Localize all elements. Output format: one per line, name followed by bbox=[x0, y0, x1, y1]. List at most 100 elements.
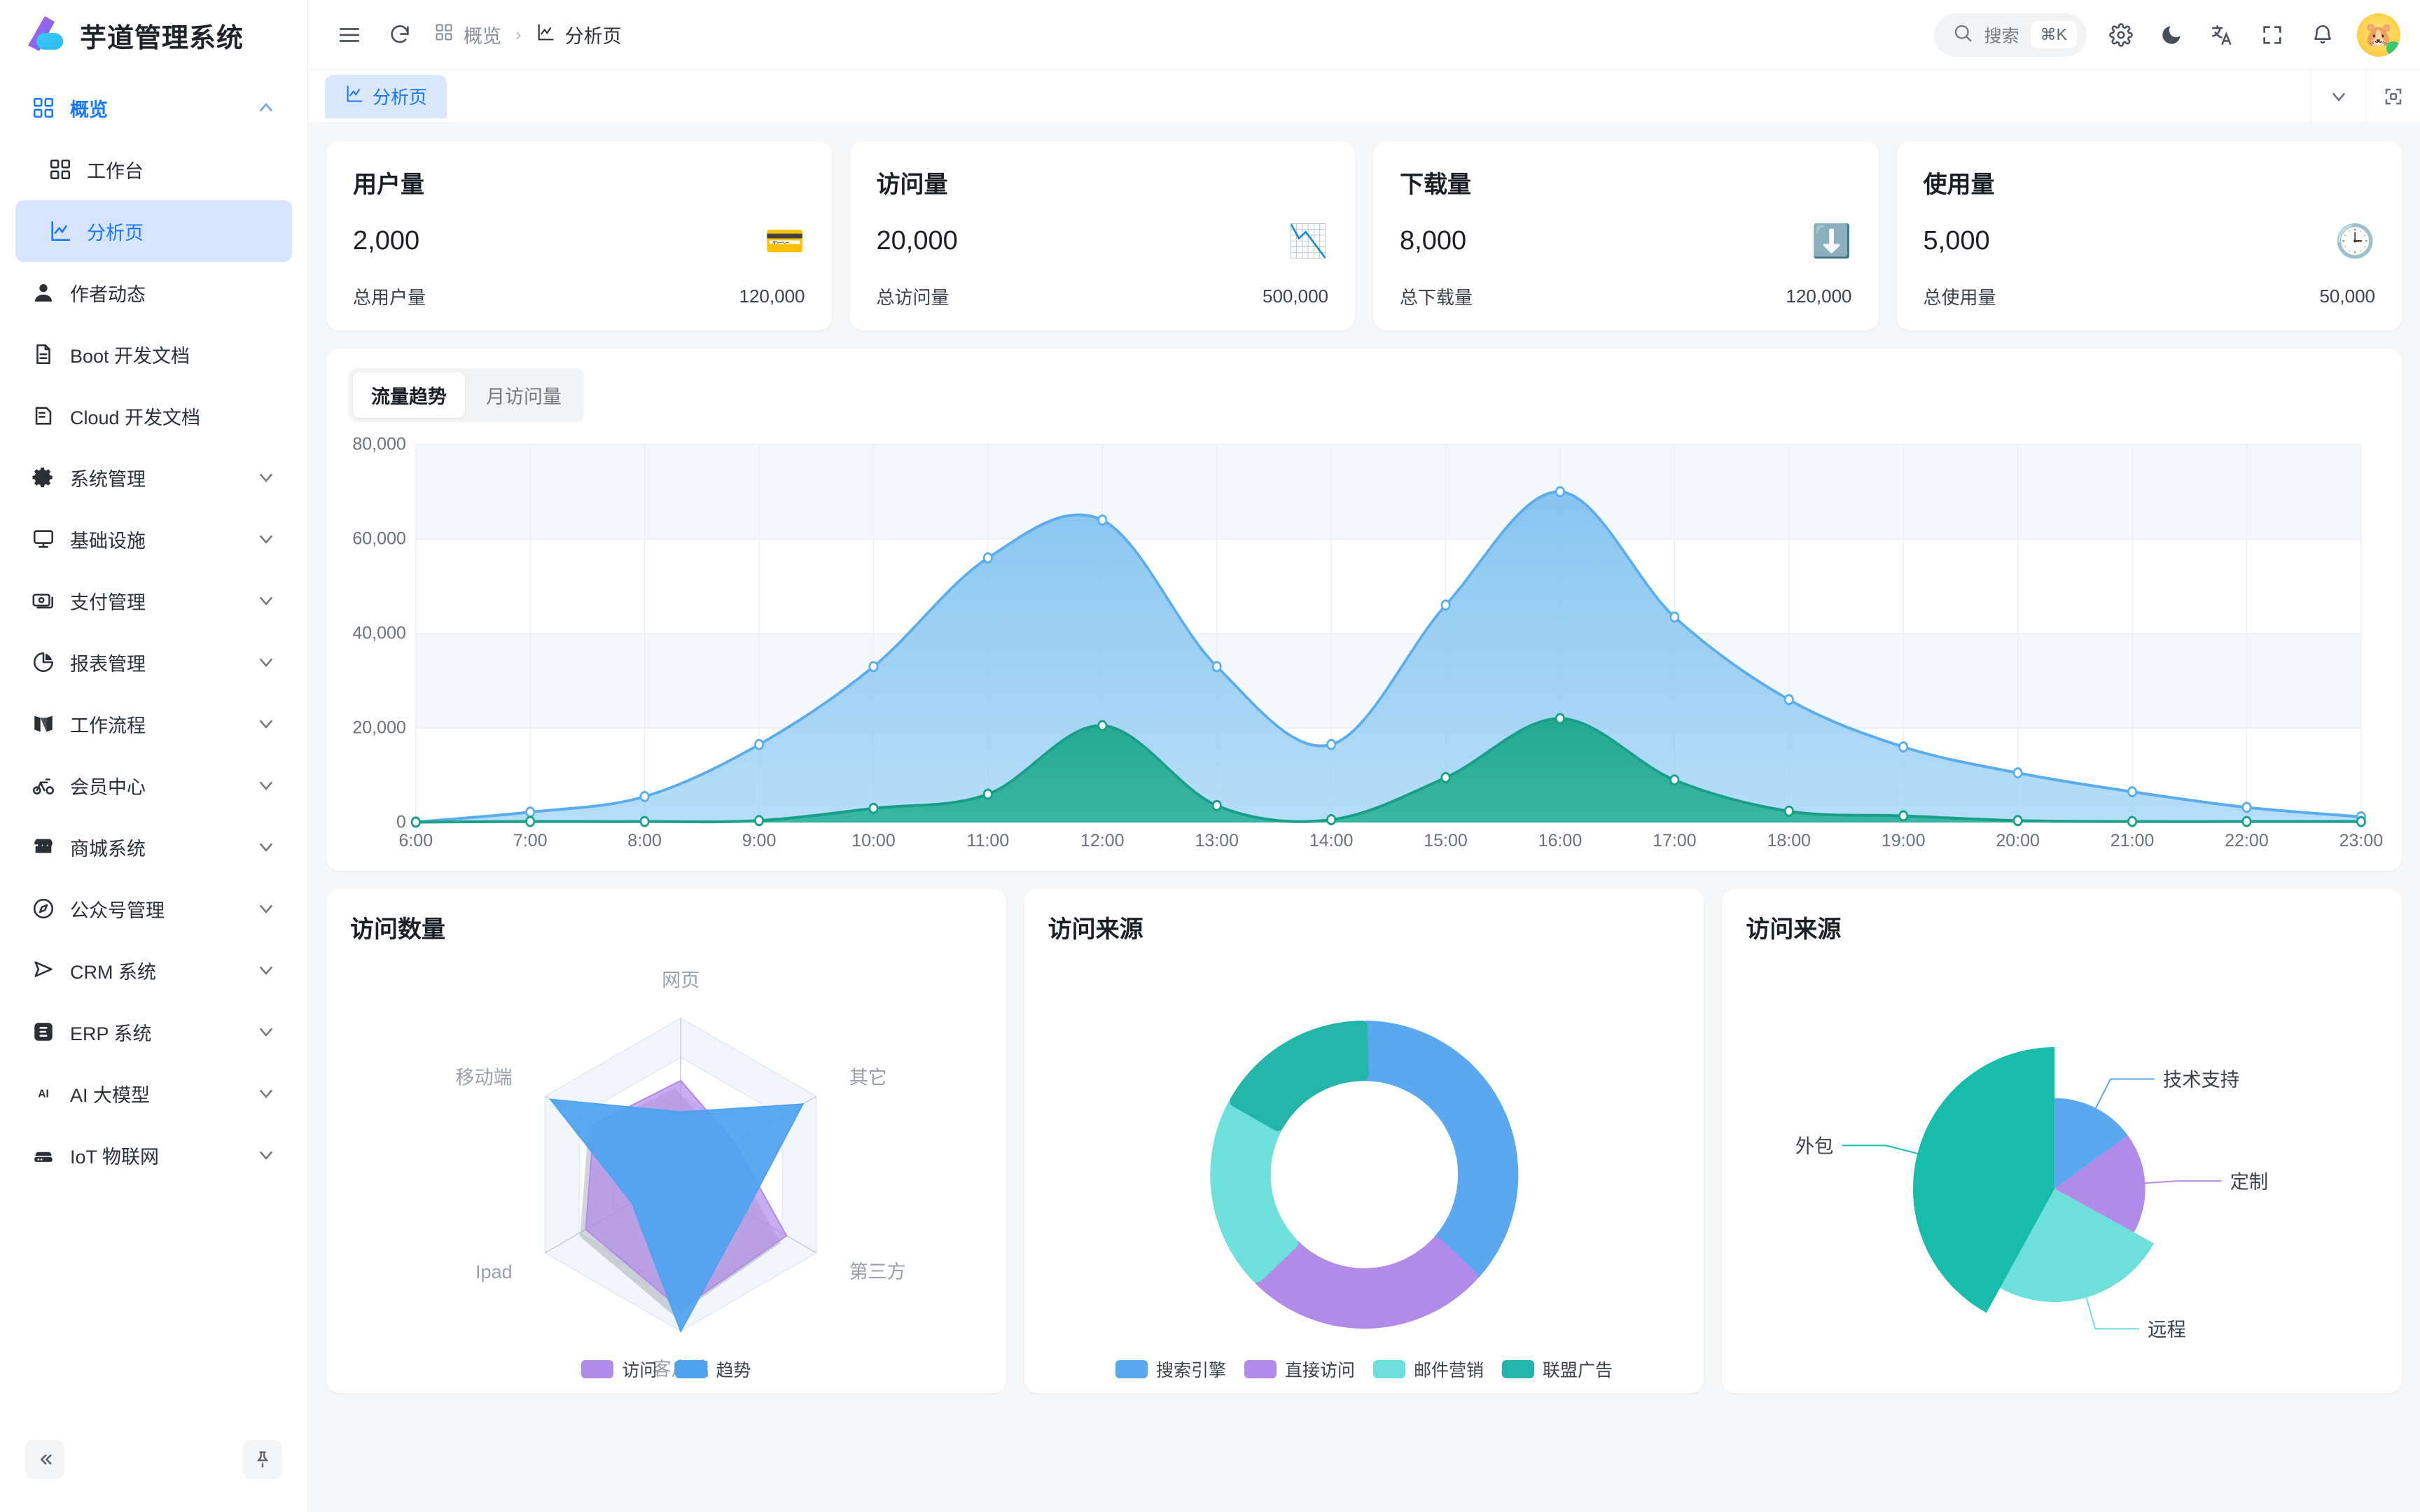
chevron-down-icon[interactable] bbox=[256, 1021, 277, 1042]
legend-item[interactable]: 直接访问 bbox=[1244, 1357, 1355, 1382]
refresh-icon[interactable] bbox=[384, 19, 416, 51]
sidebar-item-label: 公众号管理 bbox=[70, 899, 165, 921]
gear-icon bbox=[31, 465, 56, 490]
legend-item[interactable]: 搜索引擎 bbox=[1115, 1357, 1226, 1382]
visit-source-donut-title: 访问来源 bbox=[1048, 916, 1143, 943]
sidebar-item-10[interactable]: 工作流程 bbox=[15, 693, 292, 755]
search-placeholder: 搜索 bbox=[1984, 26, 2019, 46]
legend-item[interactable]: 邮件营销 bbox=[1373, 1357, 1484, 1382]
dark-mode-icon[interactable] bbox=[2155, 19, 2188, 51]
legend-item[interactable]: 访问 bbox=[581, 1357, 657, 1382]
tab-dropdown-button[interactable] bbox=[2311, 69, 2365, 123]
breadcrumb-item-overview[interactable]: 概览 bbox=[464, 26, 501, 47]
chevron-down-icon[interactable] bbox=[256, 775, 277, 796]
ai-icon: AI bbox=[31, 1081, 56, 1106]
segment-monthly-visits[interactable]: 月访问量 bbox=[486, 386, 562, 407]
grid-icon bbox=[48, 157, 73, 182]
compass-icon bbox=[31, 896, 56, 921]
chevron-down-icon[interactable] bbox=[256, 898, 277, 919]
sidebar-item-label: AI 大模型 bbox=[70, 1084, 151, 1106]
bike-icon bbox=[31, 773, 56, 798]
sidebar-item-15[interactable]: ERP 系统 bbox=[15, 1001, 292, 1063]
sidebar-item-9[interactable]: 报表管理 bbox=[15, 631, 292, 693]
sidebar-item-label: 会员中心 bbox=[70, 776, 146, 798]
doc-icon bbox=[31, 342, 56, 367]
avatar[interactable]: 🐹 bbox=[2357, 13, 2400, 57]
hamburger-icon[interactable] bbox=[333, 19, 366, 51]
breadcrumb-separator: › bbox=[515, 24, 522, 45]
svg-text:定制: 定制 bbox=[2230, 1170, 2269, 1192]
tab-analysis[interactable]: 分析页 bbox=[325, 74, 447, 118]
grid-icon bbox=[31, 95, 56, 120]
legend-label: 访问 bbox=[622, 1361, 658, 1380]
sidebar-item-11[interactable]: 会员中心 bbox=[15, 755, 292, 816]
brand[interactable]: 芋道管理系统 bbox=[0, 0, 307, 70]
translate-icon[interactable] bbox=[2206, 19, 2238, 51]
sidebar-item-3[interactable]: 作者动态 bbox=[15, 262, 292, 323]
legend-label: 趋势 bbox=[716, 1361, 751, 1380]
chevron-down-icon[interactable] bbox=[256, 960, 277, 981]
fullscreen-icon[interactable] bbox=[2256, 19, 2288, 51]
chevron-down-icon[interactable] bbox=[256, 652, 277, 673]
legend-swatch bbox=[1115, 1360, 1148, 1378]
server-icon bbox=[31, 1142, 56, 1168]
legend-item[interactable]: 趋势 bbox=[675, 1357, 751, 1382]
sidebar-item-12[interactable]: 商城系统 bbox=[15, 816, 292, 878]
tab-maximize-button[interactable] bbox=[2365, 69, 2420, 123]
sidebar-item-8[interactable]: 支付管理 bbox=[15, 570, 292, 631]
sidebar-item-4[interactable]: Boot 开发文档 bbox=[15, 323, 292, 385]
stat-emoji-icon: ⬇️ bbox=[1811, 223, 1852, 259]
brand-title: 芋道管理系统 bbox=[80, 23, 244, 53]
search-icon bbox=[1952, 22, 1973, 47]
collapse-sidebar-button[interactable] bbox=[25, 1440, 64, 1479]
sidebar-item-1[interactable]: 工作台 bbox=[15, 139, 292, 200]
chevron-down-icon[interactable] bbox=[256, 590, 277, 611]
sidebar-item-label: 报表管理 bbox=[70, 653, 146, 675]
visit-source-donut-card: 访问来源 搜索引擎 直接访问 邮件营销 联盟广告 bbox=[1024, 889, 1704, 1393]
stat-emoji-icon: 🕒 bbox=[2335, 223, 2375, 259]
sidebar-item-16[interactable]: AI AI 大模型 bbox=[15, 1063, 292, 1124]
main-area: 概览 › 分析页 搜索 ⌘K bbox=[308, 0, 2420, 1512]
chevron-down-icon[interactable] bbox=[256, 1083, 277, 1104]
chevron-down-icon[interactable] bbox=[256, 1144, 277, 1166]
sidebar-item-6[interactable]: 系统管理 bbox=[15, 447, 292, 508]
segment-traffic-trend[interactable]: 流量趋势 bbox=[353, 372, 465, 418]
chevron-up-icon[interactable] bbox=[256, 97, 277, 118]
stat-card-1: 访问量 20,000 📉 总访问量 500,000 bbox=[849, 141, 1355, 330]
visit-count-card: 访问数量 网页其它第三方客户端Ipad移动端 访问 趋势 bbox=[326, 889, 1006, 1393]
stat-title: 下载量 bbox=[1400, 172, 1471, 198]
legend-swatch bbox=[675, 1360, 708, 1378]
sidebar-item-7[interactable]: 基础设施 bbox=[15, 508, 292, 570]
search-input[interactable]: 搜索 ⌘K bbox=[1933, 13, 2087, 57]
breadcrumb: 概览 › 分析页 bbox=[434, 21, 622, 48]
breadcrumb-item-analysis[interactable]: 分析页 bbox=[564, 26, 622, 47]
stat-foot-label: 总下载量 bbox=[1400, 287, 1473, 308]
legend-item[interactable]: 联盟广告 bbox=[1502, 1357, 1613, 1382]
sidebar-item-2[interactable]: 分析页 bbox=[15, 200, 292, 262]
stat-value: 2,000 bbox=[353, 225, 420, 255]
bottom-charts-row: 访问数量 网页其它第三方客户端Ipad移动端 访问 趋势 访问来源 搜索引擎 直… bbox=[326, 889, 2402, 1393]
sidebar-item-14[interactable]: CRM 系统 bbox=[15, 939, 292, 1001]
sidebar-item-17[interactable]: IoT 物联网 bbox=[15, 1124, 292, 1186]
stat-foot-label: 总使用量 bbox=[1923, 287, 1996, 308]
sidebar-item-label: Cloud 开发文档 bbox=[70, 407, 201, 428]
sidebar-item-5[interactable]: Cloud 开发文档 bbox=[15, 385, 292, 447]
traffic-area-chart: 0 20,000 40,000 60,000 80,000 6:00 7:00 8:00 9:0… bbox=[349, 432, 2383, 866]
sidebar-item-13[interactable]: 公众号管理 bbox=[15, 878, 292, 939]
svg-text:网页: 网页 bbox=[662, 970, 700, 991]
chevron-down-icon[interactable] bbox=[256, 467, 277, 488]
shop-icon bbox=[31, 834, 56, 860]
chevron-down-icon[interactable] bbox=[256, 528, 277, 550]
bell-icon[interactable] bbox=[2307, 19, 2339, 51]
tab-analysis-label: 分析页 bbox=[373, 87, 428, 108]
settings-icon[interactable] bbox=[2105, 19, 2137, 51]
chevron-down-icon[interactable] bbox=[256, 713, 277, 734]
stat-foot-label: 总用户量 bbox=[353, 287, 426, 308]
erp-icon bbox=[31, 1019, 56, 1044]
sidebar-item-0[interactable]: 概览 bbox=[15, 77, 292, 139]
chevron-down-icon[interactable] bbox=[256, 836, 277, 858]
legend-swatch bbox=[1373, 1360, 1405, 1378]
flow-icon bbox=[31, 711, 56, 736]
stat-foot-value: 500,000 bbox=[1263, 286, 1328, 307]
pin-sidebar-button[interactable] bbox=[243, 1440, 282, 1479]
